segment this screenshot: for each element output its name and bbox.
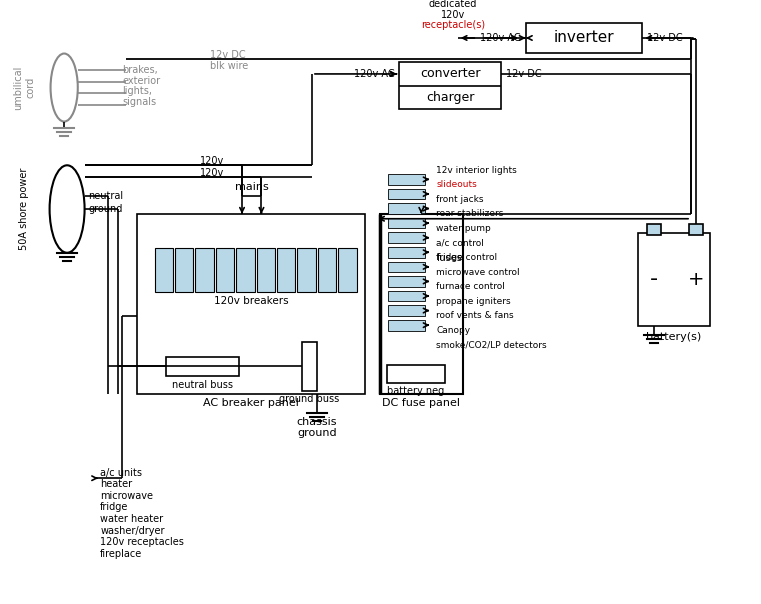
Bar bbox=[298, 248, 316, 292]
Text: heater: heater bbox=[100, 479, 132, 489]
Text: propane igniters: propane igniters bbox=[436, 297, 511, 306]
Bar bbox=[388, 218, 425, 228]
Bar bbox=[137, 214, 365, 394]
Bar bbox=[318, 248, 336, 292]
Text: -: - bbox=[650, 269, 658, 289]
Text: microwave: microwave bbox=[100, 490, 153, 501]
Text: a/c units: a/c units bbox=[100, 468, 142, 478]
Text: brakes,: brakes, bbox=[123, 65, 158, 75]
Bar bbox=[216, 248, 234, 292]
Bar bbox=[526, 24, 642, 53]
Bar bbox=[166, 357, 239, 376]
Bar bbox=[277, 248, 295, 292]
Bar bbox=[388, 188, 425, 199]
Bar bbox=[388, 320, 425, 330]
Bar bbox=[236, 248, 255, 292]
Bar bbox=[388, 174, 425, 185]
Text: DC fuse panel: DC fuse panel bbox=[382, 399, 460, 408]
Text: mains: mains bbox=[235, 182, 269, 191]
Text: 120v AC: 120v AC bbox=[354, 69, 395, 79]
Text: 120v: 120v bbox=[200, 156, 224, 167]
Text: rear stabilizers: rear stabilizers bbox=[436, 210, 504, 219]
Text: signals: signals bbox=[123, 97, 157, 107]
Bar bbox=[256, 248, 275, 292]
Bar bbox=[388, 233, 425, 243]
Text: battery(s): battery(s) bbox=[646, 332, 702, 342]
Text: 12v DC: 12v DC bbox=[210, 51, 246, 60]
Text: 120v breakers: 120v breakers bbox=[214, 297, 288, 306]
Text: 120v: 120v bbox=[200, 168, 224, 178]
Bar bbox=[638, 233, 711, 326]
Text: 50A shore power: 50A shore power bbox=[19, 168, 30, 250]
Text: fireplace: fireplace bbox=[100, 549, 142, 559]
Text: inverter: inverter bbox=[554, 30, 614, 45]
Bar bbox=[387, 365, 445, 383]
Text: exterior: exterior bbox=[123, 76, 161, 86]
Text: umbilical
cord: umbilical cord bbox=[14, 65, 35, 110]
Text: lights,: lights, bbox=[123, 86, 152, 97]
Text: 12v DC: 12v DC bbox=[648, 33, 683, 43]
Text: roof vents & fans: roof vents & fans bbox=[436, 312, 514, 321]
Bar bbox=[648, 223, 661, 236]
Bar bbox=[175, 248, 193, 292]
Text: receptacle(s): receptacle(s) bbox=[421, 21, 485, 30]
Text: water pump: water pump bbox=[436, 224, 491, 233]
Bar bbox=[388, 203, 425, 214]
Text: furnace control: furnace control bbox=[436, 282, 505, 291]
Bar bbox=[388, 247, 425, 258]
Bar bbox=[154, 248, 173, 292]
Text: charger: charger bbox=[426, 91, 475, 104]
Bar bbox=[302, 342, 317, 391]
Bar bbox=[388, 291, 425, 301]
Text: fuses: fuses bbox=[436, 252, 462, 263]
Bar bbox=[196, 248, 214, 292]
Text: fridge control: fridge control bbox=[436, 253, 498, 262]
Text: front jacks: front jacks bbox=[436, 195, 484, 204]
Text: dedicated: dedicated bbox=[428, 0, 477, 9]
Text: slideouts: slideouts bbox=[436, 180, 477, 189]
Text: Canopy: Canopy bbox=[436, 326, 470, 335]
Bar bbox=[388, 305, 425, 316]
Text: 12v DC: 12v DC bbox=[506, 69, 542, 79]
Text: fridge: fridge bbox=[100, 503, 129, 512]
Text: blk wire: blk wire bbox=[210, 61, 248, 71]
Text: 120v: 120v bbox=[441, 10, 465, 20]
Bar bbox=[400, 62, 501, 109]
Bar bbox=[338, 248, 357, 292]
Text: microwave control: microwave control bbox=[436, 268, 520, 277]
Text: a/c control: a/c control bbox=[436, 239, 484, 248]
Bar bbox=[689, 223, 702, 236]
Bar bbox=[388, 262, 425, 272]
Text: ground buss: ground buss bbox=[279, 394, 339, 405]
Text: +: + bbox=[688, 270, 704, 289]
Text: smoke/CO2/LP detectors: smoke/CO2/LP detectors bbox=[436, 341, 547, 350]
Bar bbox=[380, 214, 463, 394]
Bar bbox=[388, 276, 425, 287]
Text: 12v interior lights: 12v interior lights bbox=[436, 165, 517, 175]
Text: neutral buss: neutral buss bbox=[172, 380, 233, 390]
Text: neutral: neutral bbox=[88, 191, 123, 201]
Text: 120v AC: 120v AC bbox=[480, 33, 521, 43]
Text: converter: converter bbox=[420, 68, 481, 80]
Text: AC breaker panel: AC breaker panel bbox=[203, 399, 299, 408]
Text: ground: ground bbox=[88, 204, 123, 214]
Text: 120v receptacles: 120v receptacles bbox=[100, 538, 184, 547]
Text: battery neg: battery neg bbox=[387, 386, 444, 396]
Text: water heater: water heater bbox=[100, 514, 164, 524]
Text: chassis
ground: chassis ground bbox=[297, 417, 337, 439]
Text: washer/dryer: washer/dryer bbox=[100, 525, 164, 536]
